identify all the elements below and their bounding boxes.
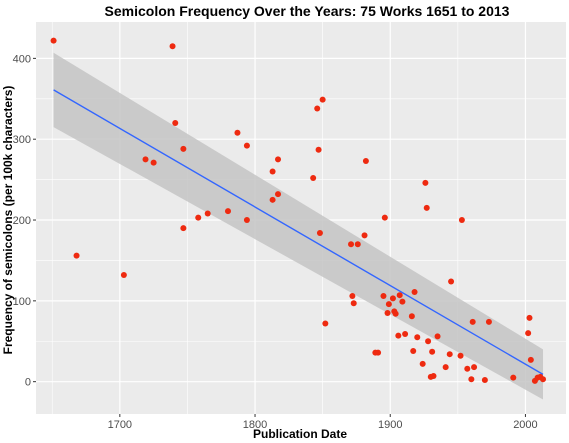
data-point [50,37,57,44]
data-point [399,298,406,305]
data-point [204,210,211,217]
data-point [384,309,391,316]
data-point [485,318,492,325]
data-point [380,292,387,299]
data-point [315,146,322,153]
data-point [316,229,323,236]
x-axis-ticks: 1700 1800 1900 2000 [108,414,538,431]
data-point [73,252,80,259]
data-point [526,314,533,321]
data-point [457,352,464,359]
data-point [419,360,426,367]
data-point [224,208,231,215]
data-point [402,330,409,337]
data-point [527,356,534,363]
data-point [468,376,475,383]
data-point [464,365,471,372]
data-points [50,37,547,384]
data-point [429,348,436,355]
data-point [314,105,321,112]
y-tick-label: 300 [13,134,31,146]
data-point [172,120,179,127]
data-point [469,318,476,325]
data-point [434,333,441,340]
trend-line [53,89,544,376]
data-point [269,168,276,175]
y-tick-label: 200 [13,215,31,227]
x-tick-label: 1700 [108,419,132,431]
data-point [275,191,282,198]
data-point [510,374,517,381]
x-tick-label: 1900 [378,419,402,431]
data-point [411,288,418,295]
data-point [410,347,417,354]
data-point [169,43,176,50]
data-point [414,334,421,341]
data-point [525,330,532,337]
data-point [362,158,369,165]
data-point [395,332,402,339]
x-axis-label: Publication Date [253,427,347,441]
data-point [430,373,437,380]
data-point [385,301,392,308]
y-tick-label: 400 [13,53,31,65]
data-point [446,351,453,358]
data-point [243,142,250,149]
data-point [442,364,449,371]
data-point [243,217,250,224]
data-point [319,96,326,103]
data-point [361,232,368,239]
y-axis-label: Frequency of semicolons (per 100k charac… [1,86,15,355]
data-point [150,159,157,166]
data-point [234,129,241,136]
data-point [180,225,187,232]
y-tick-label: 0 [25,377,31,389]
data-point [269,196,276,203]
data-point [349,292,356,299]
chart-title: Semicolon Frequency Over the Years: 75 W… [105,3,510,19]
data-point [275,156,282,163]
data-point [422,179,429,186]
x-tick-label: 2000 [513,419,537,431]
data-point [120,271,127,278]
data-point [381,214,388,221]
data-point [310,174,317,181]
data-point [180,145,187,152]
data-point [392,310,399,317]
data-point [540,376,547,383]
data-point [396,292,403,299]
data-point [354,241,361,248]
data-point [481,377,488,384]
confidence-band [53,52,544,400]
y-axis-ticks: 0 100 200 300 400 [13,53,36,389]
data-point [458,217,465,224]
data-point [425,338,432,345]
data-point [348,241,355,248]
data-point [350,300,357,307]
x-tick-label: 1800 [243,419,267,431]
data-point [408,313,415,320]
data-point [448,278,455,285]
data-point [142,156,149,163]
data-point [471,364,478,371]
data-point [322,320,329,327]
y-tick-label: 100 [13,296,31,308]
data-point [389,295,396,302]
data-point [423,204,430,211]
data-point [195,214,202,221]
data-point [375,349,382,356]
